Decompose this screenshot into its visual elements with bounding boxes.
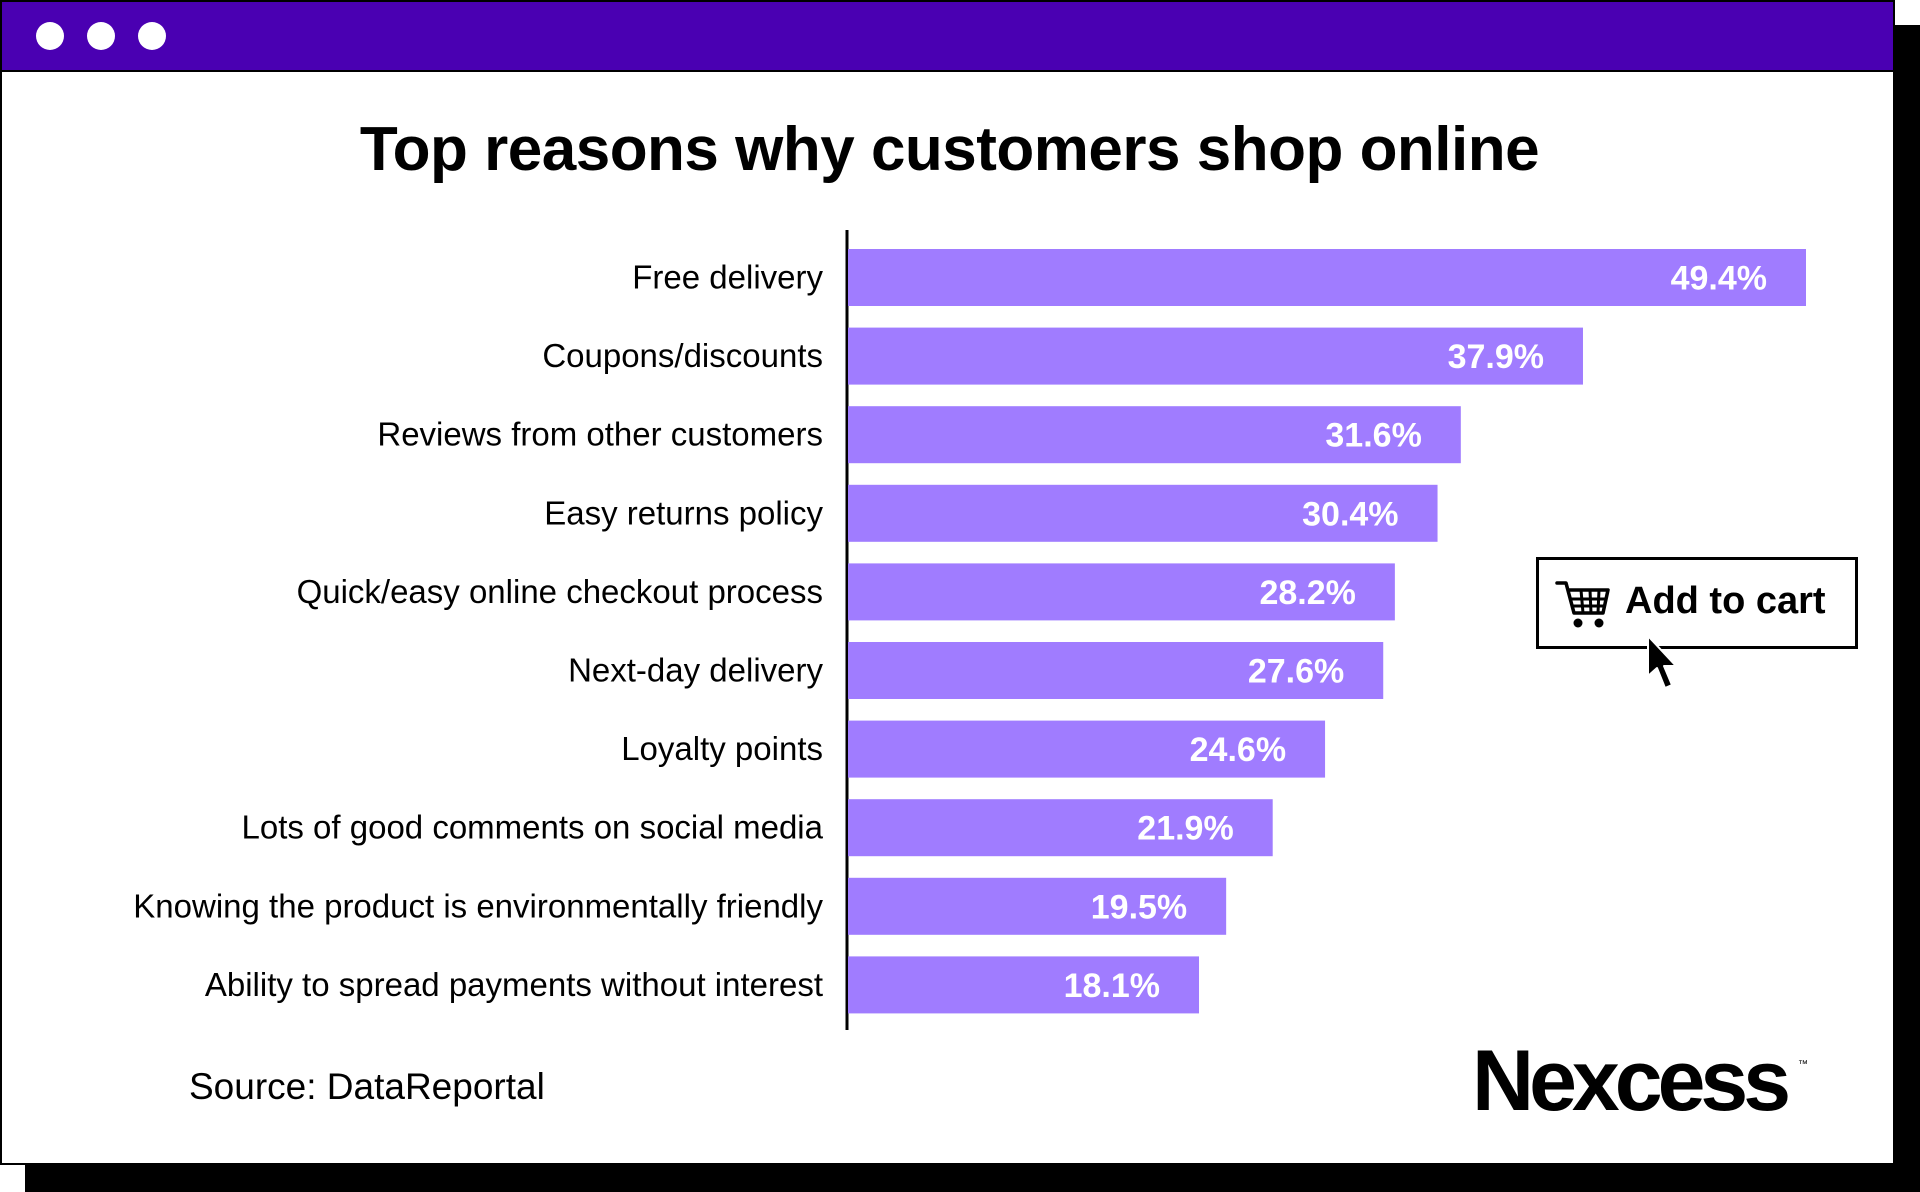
bar-chart: 49.4% Free delivery 37.9% Coupons/discounts…: [133, 230, 1806, 1030]
window-control-dot[interactable]: [138, 22, 166, 50]
category-label: Lots of good comments on social media: [242, 809, 824, 846]
bar-value-label: 31.6%: [1325, 417, 1421, 455]
bar: [848, 956, 1200, 1014]
bar-value-label: 18.1%: [1064, 967, 1160, 1005]
mouse-pointer-icon: [1647, 635, 1677, 689]
category-label: Free delivery: [632, 259, 823, 296]
bar: [848, 327, 1583, 385]
bar: [848, 484, 1438, 542]
category-label: Coupons/discounts: [542, 337, 823, 374]
category-label: Easy returns policy: [544, 494, 823, 531]
trademark-mark: ™: [1798, 1059, 1808, 1070]
bar: [848, 799, 1273, 857]
bar: [848, 406, 1461, 464]
bar-value-label: 21.9%: [1137, 810, 1233, 848]
bar: [848, 720, 1326, 778]
add-to-cart-label: Add to cart: [1625, 580, 1826, 622]
brand-logo: Nexcess: [1472, 1033, 1791, 1129]
add-to-cart-button[interactable]: Add to cart: [1536, 557, 1858, 649]
window-control-dot[interactable]: [87, 22, 115, 50]
bar-value-label: 30.4%: [1302, 495, 1398, 533]
browser-window: Top reasons why customers shop online 49…: [0, 0, 1895, 1165]
category-label: Quick/easy online checkout process: [297, 573, 823, 610]
bar-value-label: 49.4%: [1671, 260, 1767, 298]
shopping-cart-icon: [1555, 581, 1610, 628]
category-label: Next-day delivery: [568, 652, 823, 689]
bar-value-label: 19.5%: [1091, 888, 1187, 926]
bar-value-label: 24.6%: [1190, 731, 1286, 769]
bar-value-label: 28.2%: [1259, 574, 1355, 612]
bar-value-label: 37.9%: [1448, 338, 1544, 376]
window-titlebar: [2, 2, 1893, 72]
source-note: Source: DataReportal: [189, 1066, 545, 1107]
category-label: Reviews from other customers: [377, 416, 823, 453]
category-label: Ability to spread payments without inter…: [205, 966, 823, 1003]
bar: [848, 642, 1384, 699]
chart-title: Top reasons why customers shop online: [359, 115, 1540, 184]
category-label: Knowing the product is environmentally f…: [133, 887, 823, 924]
bar-value-label: 27.6%: [1248, 653, 1344, 691]
window-control-dot[interactable]: [36, 22, 64, 50]
category-label: Loyalty points: [621, 730, 823, 767]
bar: [848, 563, 1395, 621]
bar: [848, 249, 1806, 306]
bar: [848, 877, 1227, 935]
